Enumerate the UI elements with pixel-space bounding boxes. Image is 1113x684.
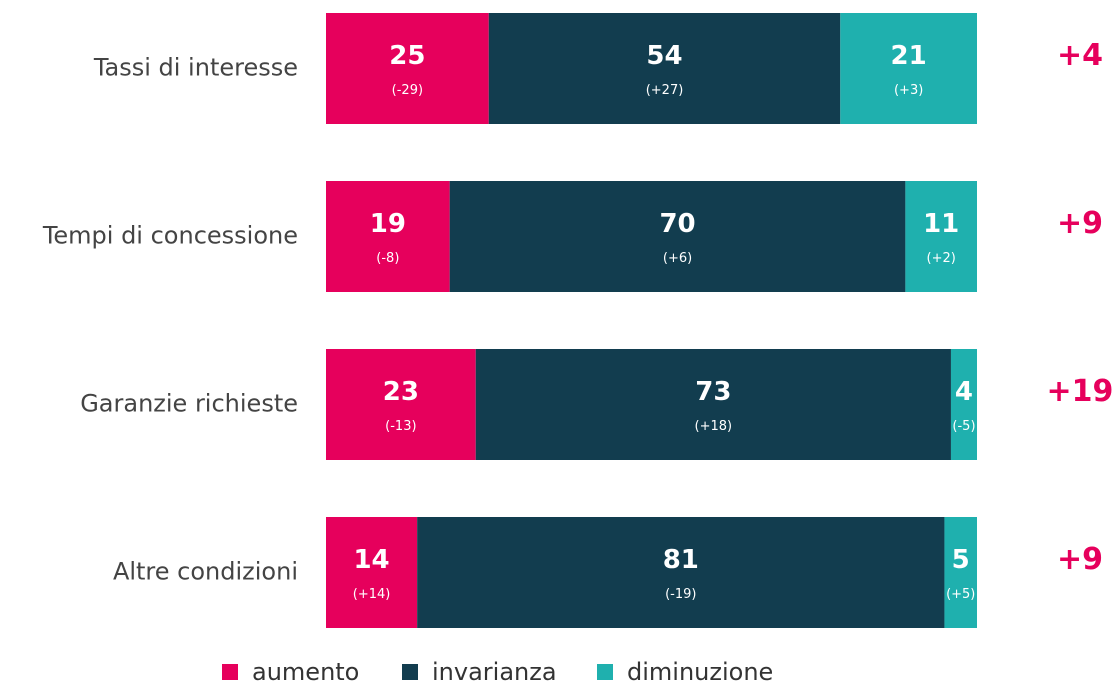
value-label: 23 (383, 377, 419, 407)
bar-segment (417, 517, 945, 628)
value-label: 70 (659, 209, 695, 239)
legend-label: aumento (252, 658, 359, 684)
value-label: 19 (370, 209, 406, 239)
legend-label: invarianza (432, 658, 557, 684)
balance-label: +4 (1057, 38, 1103, 73)
balance-label: +9 (1057, 542, 1103, 577)
balance-label: +19 (1047, 374, 1113, 409)
change-label: (-5) (952, 419, 975, 434)
value-label: 14 (353, 545, 389, 575)
value-label: 11 (923, 209, 959, 239)
category-label: Tempi di concessione (42, 222, 298, 250)
bar-segment (449, 181, 906, 292)
bar-segment (475, 349, 951, 460)
change-label: (+2) (927, 251, 956, 266)
change-label: (-19) (665, 587, 696, 602)
change-label: (-13) (385, 419, 416, 434)
bar-segment (488, 13, 841, 124)
change-label: (+18) (695, 419, 733, 434)
legend-swatch (402, 664, 418, 680)
balance-label: +9 (1057, 206, 1103, 241)
legend-swatch (222, 664, 238, 680)
bar-segment (326, 517, 418, 628)
bar-segment (326, 181, 450, 292)
bar-segment (905, 181, 977, 292)
category-label: Tassi di interesse (93, 54, 298, 82)
bar-segment (944, 517, 977, 628)
bar-segment (950, 349, 977, 460)
value-label: 4 (955, 377, 973, 407)
category-label: Altre condizioni (113, 558, 298, 586)
change-label: (+5) (946, 587, 975, 602)
change-label: (+14) (353, 587, 391, 602)
bar-segment (840, 13, 977, 124)
category-label: Garanzie richieste (80, 390, 298, 418)
change-label: (+3) (894, 83, 923, 98)
change-label: (-8) (376, 251, 399, 266)
bar-segment (326, 13, 489, 124)
value-label: 81 (663, 545, 699, 575)
change-label: (+6) (663, 251, 692, 266)
change-label: (-29) (392, 83, 423, 98)
bar-segment (326, 349, 476, 460)
value-label: 54 (646, 41, 682, 71)
value-label: 5 (952, 545, 970, 575)
change-label: (+27) (646, 83, 684, 98)
legend-label: diminuzione (627, 658, 773, 684)
legend-swatch (597, 664, 613, 680)
value-label: 21 (891, 41, 927, 71)
value-label: 25 (389, 41, 425, 71)
value-label: 73 (695, 377, 731, 407)
